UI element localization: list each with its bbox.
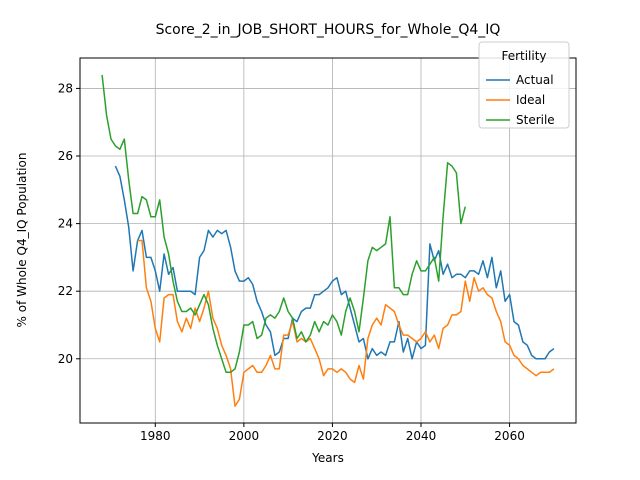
y-tick-label: 26: [58, 149, 73, 163]
x-axis: 1980 2000 2020 2040 2060: [140, 423, 525, 443]
x-tick-label: 1980: [140, 429, 171, 443]
legend-label-ideal: Ideal: [516, 93, 545, 107]
y-tick-label: 22: [58, 284, 73, 298]
plot-frame: [79, 57, 577, 424]
y-axis: 20 22 24 26 28: [58, 81, 80, 366]
legend-label-sterile: Sterile: [516, 113, 555, 127]
x-tick-label: 2000: [229, 429, 260, 443]
y-tick-label: 20: [58, 352, 73, 366]
series-line-ideal: [137, 239, 555, 407]
chart-title: Score_2_in_JOB_SHORT_HOURS_for_Whole_Q4_…: [156, 22, 501, 38]
legend: Fertility Actual Ideal Sterile: [478, 41, 570, 129]
series-line-sterile: [101, 74, 467, 374]
legend-title: Fertility: [501, 49, 546, 63]
series-layer: [101, 74, 555, 407]
legend-box: [478, 41, 570, 129]
x-axis-label: Years: [311, 451, 344, 465]
x-tick-label: 2060: [494, 429, 525, 443]
y-tick-label: 24: [58, 217, 73, 231]
x-tick-label: 2040: [406, 429, 437, 443]
series-line-actual: [114, 165, 555, 360]
legend-label-actual: Actual: [516, 73, 554, 87]
y-tick-label: 28: [58, 81, 73, 95]
y-axis-label: % of Whole Q4_IQ Population: [15, 153, 29, 328]
legend-items: Actual Ideal Sterile: [486, 73, 555, 127]
x-tick-label: 2020: [317, 429, 348, 443]
